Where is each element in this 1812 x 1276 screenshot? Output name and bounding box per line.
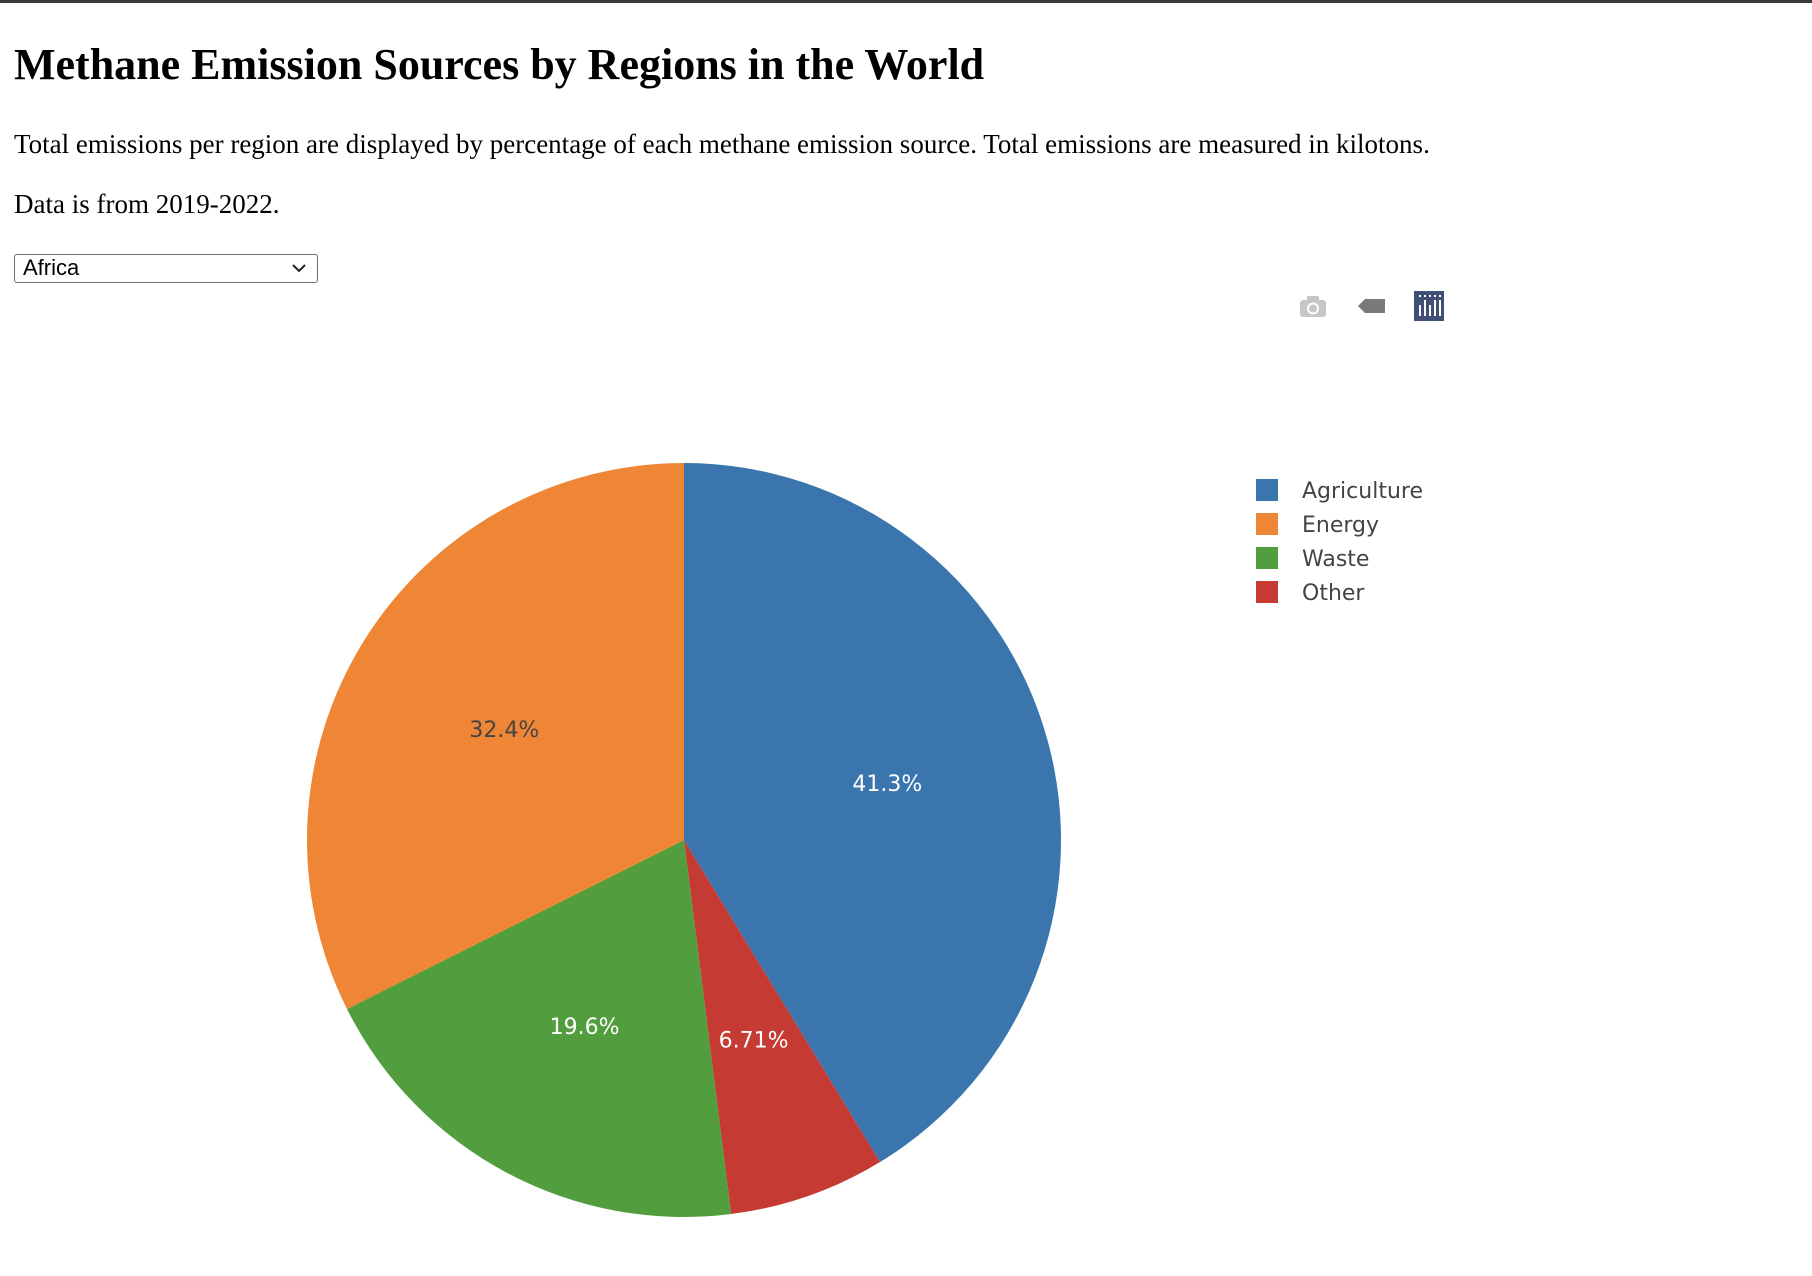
page-title: Methane Emission Sources by Regions in t… [14,40,985,89]
legend-swatch-other[interactable] [1256,581,1278,603]
pie-slice-agriculture[interactable] [684,463,1061,1163]
camera-icon [1300,296,1326,317]
hover-closest-button[interactable] [1354,291,1388,321]
hover-tag-icon [1358,299,1385,313]
pie-chart: 41.3% 6.71% 19.6% 32.4% Agriculture Energy Was… [307,463,1423,1217]
chevron-down-icon [292,264,306,273]
chart-legend: Agriculture Energy Waste Other [1256,479,1423,606]
legend-label-agriculture[interactable]: Agriculture [1302,479,1423,504]
chart-description: Total emissions per region are displayed… [14,129,1430,159]
legend-swatch-agriculture[interactable] [1256,479,1278,501]
legend-label-other[interactable]: Other [1302,581,1365,606]
download-plot-button[interactable] [1296,291,1330,321]
legend-swatch-energy[interactable] [1256,513,1278,535]
slice-label-agriculture: 41.3% [852,772,922,797]
legend-label-energy[interactable]: Energy [1302,513,1379,538]
pie-slice-other[interactable] [684,840,881,1215]
pie-slice-energy[interactable] [307,463,684,1009]
region-select[interactable]: Africa [14,254,318,283]
slice-label-waste: 19.6% [550,1015,620,1040]
plotly-logo-button[interactable] [1412,291,1446,321]
slice-label-energy: 32.4% [469,718,539,743]
slice-label-other: 6.71% [719,1028,789,1053]
data-source-note: Data is from 2019-2022. [14,189,280,219]
pie-slice-waste[interactable] [346,840,732,1217]
legend-label-waste[interactable]: Waste [1302,547,1369,572]
region-select-value: Africa [23,255,80,280]
legend-swatch-waste[interactable] [1256,547,1278,569]
plotly-logo-icon [1414,291,1444,321]
